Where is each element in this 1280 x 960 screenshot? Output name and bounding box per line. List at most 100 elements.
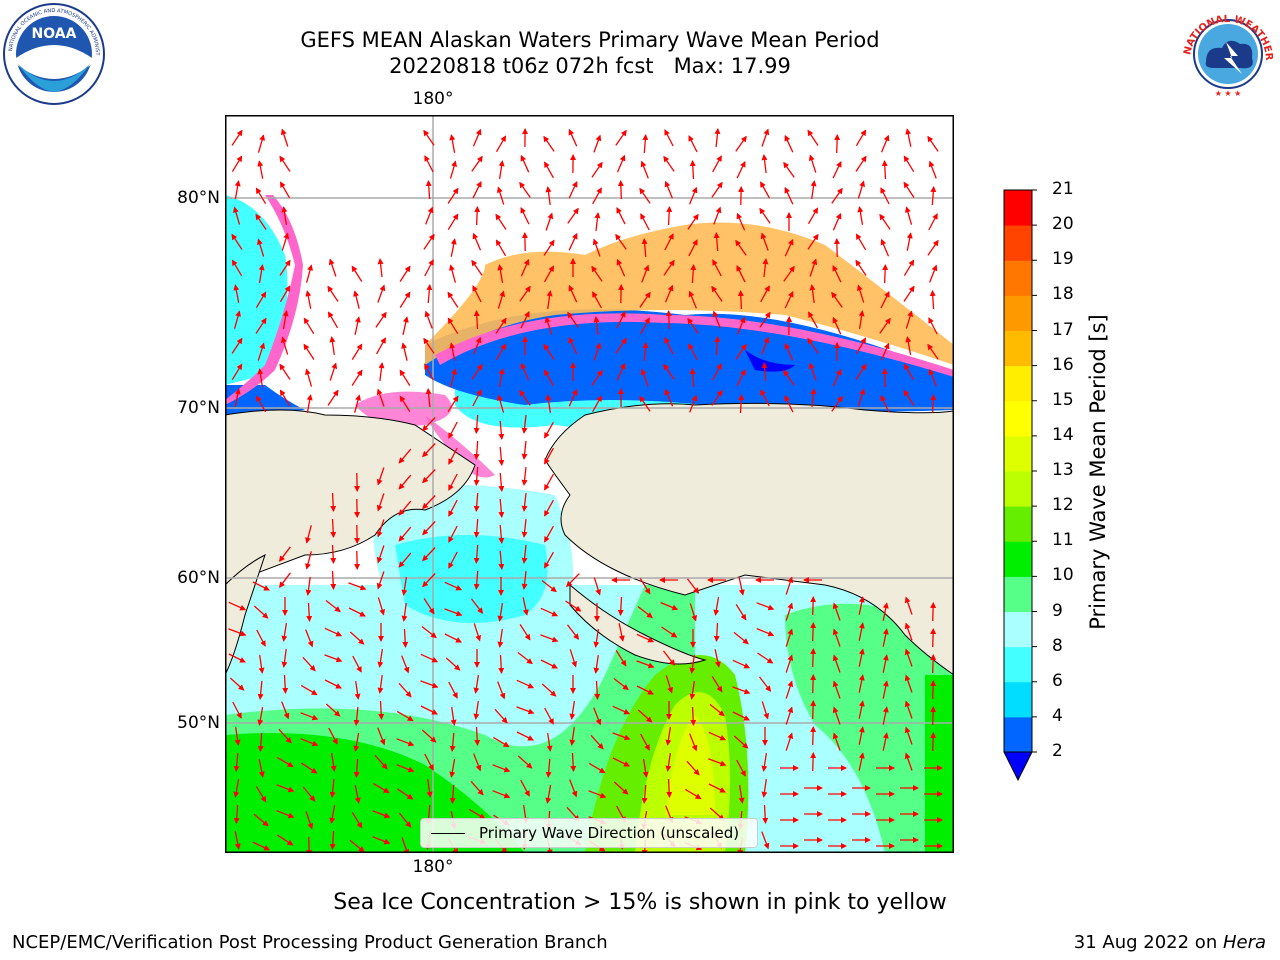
colorbar-tick-label: 8 (1052, 635, 1063, 656)
wave-arrow (376, 388, 385, 407)
wave-arrow (858, 726, 865, 745)
wave-arrow (397, 788, 414, 800)
wave-arrow (497, 394, 505, 413)
colorbar-segment (1004, 190, 1032, 226)
wave-arrow (927, 343, 939, 360)
wave-arrow (592, 291, 602, 309)
colorbar-segment (1004, 611, 1032, 648)
wave-arrow (666, 778, 673, 798)
wave-arrow (641, 784, 648, 804)
colorbar-tick-label: 11 (1052, 530, 1074, 551)
wave-arrow (761, 752, 768, 772)
colorbar-tick-label: 16 (1052, 354, 1074, 375)
wave-arrow (305, 368, 313, 387)
wave-arrow (402, 628, 409, 648)
wave-arrow (231, 233, 243, 250)
wave-arrow (306, 394, 313, 414)
wave-arrow (277, 834, 294, 846)
wave-arrow (832, 628, 841, 647)
wave-arrow (807, 233, 819, 250)
wave-arrow (640, 160, 649, 179)
wave-arrow (736, 316, 746, 335)
wave-arrow (398, 552, 412, 568)
wave-arrow (568, 284, 578, 303)
wave-arrow (255, 785, 267, 803)
colorbar-tick-label: 18 (1052, 284, 1074, 305)
wave-arrow (233, 310, 241, 329)
wave-arrow (831, 395, 843, 412)
wave-arrow (544, 447, 554, 465)
wave-arrow (327, 389, 339, 406)
wave-arrow (423, 233, 435, 250)
wave-arrow (325, 703, 341, 717)
wave-arrow (711, 676, 723, 693)
wave-arrow (689, 681, 696, 700)
wave-arrow (422, 573, 436, 588)
wave-arrow (832, 316, 842, 335)
wave-arrow (641, 264, 650, 283)
wave-arrow (279, 389, 291, 407)
wave-arrow (520, 362, 530, 381)
wave-arrow (590, 734, 604, 750)
wave-arrow (378, 362, 385, 381)
wave-arrow (642, 134, 649, 154)
wave-arrow (281, 701, 290, 720)
colorbar-under-extension (1003, 751, 1033, 782)
wave-arrow (543, 135, 555, 152)
wave-arrow (448, 681, 458, 699)
wave-arrow (663, 259, 675, 276)
wave-arrow (372, 782, 390, 794)
wave-arrow (300, 712, 319, 721)
wave-arrow (375, 311, 387, 328)
wave-arrow (613, 677, 629, 691)
wave-arrow (231, 337, 243, 354)
wave-arrow (543, 369, 555, 387)
wave-arrow (425, 388, 432, 408)
wave-arrow (903, 259, 915, 277)
wave-arrow (330, 570, 337, 590)
wave-arrow (519, 181, 531, 198)
wave-arrow (372, 836, 391, 845)
wave-arrow (421, 729, 437, 743)
wave-arrow (785, 654, 794, 673)
wave-arrow (544, 525, 554, 543)
wave-arrow (783, 369, 795, 386)
wave-arrow (664, 284, 674, 303)
colorbar-tick-label: 9 (1052, 600, 1063, 621)
wave-arrow (929, 290, 936, 310)
wave-arrow (882, 706, 889, 725)
wave-arrow (858, 700, 865, 719)
wave-arrow (330, 753, 337, 772)
wave-arrow (402, 316, 409, 335)
wave-arrow (928, 368, 938, 387)
wave-arrow (276, 810, 295, 819)
wave-arrow (303, 317, 315, 335)
wave-arrow (540, 634, 559, 643)
wave-arrow (348, 607, 366, 617)
wave-arrow (810, 596, 817, 616)
wave-arrow (353, 758, 360, 778)
wave-arrow (423, 129, 435, 146)
wave-arrow (615, 233, 627, 250)
wave-arrow (783, 265, 795, 282)
colorbar-segment (1004, 260, 1032, 296)
wave-arrow (279, 285, 291, 303)
wave-arrow (377, 648, 384, 668)
wave-arrow (640, 317, 650, 335)
wave-arrow (420, 653, 439, 663)
wave-arrow (329, 362, 338, 381)
wave-arrow (305, 525, 312, 544)
wave-arrow (544, 316, 553, 335)
wave-arrow (255, 187, 267, 205)
wave-arrow (521, 571, 528, 590)
wave-arrow (401, 603, 408, 622)
wave-arrow (639, 291, 651, 308)
wave-arrow (396, 738, 415, 747)
wave-arrow (664, 388, 674, 407)
footer-credit: NCEP/EMC/Verification Post Processing Pr… (12, 932, 608, 953)
wave-arrow (520, 779, 530, 797)
lat-label-80: 80°N (177, 188, 220, 208)
wave-arrow (568, 388, 578, 407)
wave-arrow (808, 154, 817, 173)
wave-arrow (420, 705, 438, 715)
